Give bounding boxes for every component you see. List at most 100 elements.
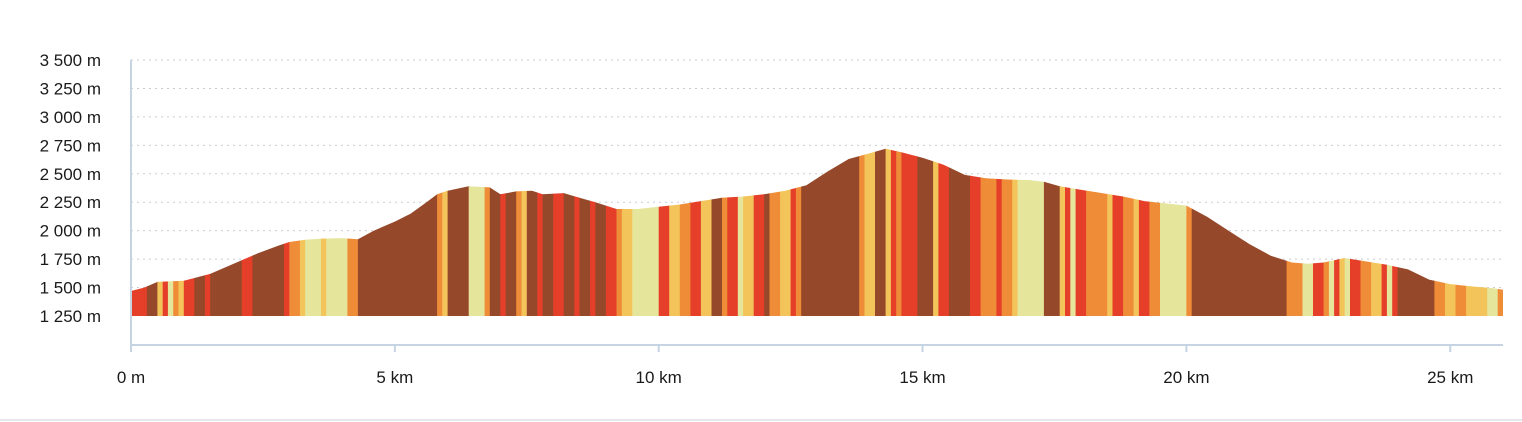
slope-segment-brown <box>595 148 607 316</box>
y-tick-label: 1 250 m <box>40 307 101 326</box>
slope-segment-brown <box>146 148 158 316</box>
slope-segment-yellow <box>299 148 306 316</box>
slope-segment-red <box>183 148 195 316</box>
slope-segment-red <box>658 148 670 316</box>
x-tick-label: 20 km <box>1163 368 1209 387</box>
slope-segment-pale <box>1302 148 1314 316</box>
slope-segment-orange <box>347 148 359 316</box>
slope-segment-brown <box>917 148 934 316</box>
slope-segment-red <box>1313 148 1325 316</box>
slope-segment-yellow <box>780 148 792 316</box>
slope-segment-red <box>574 148 581 316</box>
x-tick-label: 10 km <box>636 368 682 387</box>
slope-segment-brown <box>579 148 591 316</box>
slope-segment-yellow <box>1476 148 1488 316</box>
y-tick-label: 3 000 m <box>40 108 101 127</box>
slope-segment-orange <box>1323 148 1330 316</box>
slope-segment-orange <box>1360 148 1372 316</box>
slope-segment-yellow <box>885 148 892 316</box>
slope-segment-brown <box>357 148 438 316</box>
slope-segment-orange <box>516 148 523 316</box>
slope-segment-red <box>1075 148 1087 316</box>
slope-segment-brown <box>875 148 887 316</box>
slope-segment-orange <box>1096 148 1108 316</box>
slope-segment-red <box>1392 148 1399 316</box>
slope-segment-yellow <box>321 148 327 316</box>
y-tick-label: 2 250 m <box>40 193 101 212</box>
slope-segment-brown <box>801 148 860 316</box>
slope-segment-red <box>1381 148 1388 316</box>
slope-segment-pale <box>632 148 660 316</box>
slope-segment-brown <box>1191 148 1288 316</box>
slope-segment-orange <box>1149 148 1161 316</box>
slope-segment-brown <box>1043 148 1061 316</box>
slope-segment-red <box>753 148 765 316</box>
slope-segment-yellow <box>621 148 633 316</box>
y-tick-label: 1 750 m <box>40 250 101 269</box>
slope-segment-yellow <box>1445 148 1457 316</box>
slope-segment-pale <box>305 148 322 316</box>
slope-segment-orange <box>437 148 443 316</box>
slope-segment-brown <box>447 148 470 316</box>
slope-segment-pale <box>1344 148 1351 316</box>
slope-segment-red <box>970 148 982 316</box>
slope-segment-red <box>241 148 253 316</box>
elevation-area <box>131 148 1503 316</box>
slope-segment-red <box>162 148 169 316</box>
slope-segment-orange <box>289 148 301 316</box>
slope-segment-brown <box>194 148 206 316</box>
slope-segment-orange <box>679 148 691 316</box>
y-tick-label: 1 500 m <box>40 279 101 298</box>
bottom-divider <box>0 419 1522 421</box>
slope-segment-orange <box>896 148 903 316</box>
slope-segment-red <box>727 148 739 316</box>
x-tick-label: 25 km <box>1427 368 1473 387</box>
y-axis-ticks: 1 250 m 1 500 m 1 750 m 2 000 m 2 250 m 2 500… <box>40 51 101 326</box>
slope-segment-brown <box>505 148 517 316</box>
slope-segment-brown <box>1397 148 1435 316</box>
slope-segment-brown <box>948 148 971 316</box>
slope-segment-brown <box>563 148 575 316</box>
slope-segment-orange <box>1286 148 1303 316</box>
slope-segment-pale <box>167 148 174 316</box>
slope-segment-yellow <box>157 148 164 316</box>
y-tick-label: 3 500 m <box>40 51 101 70</box>
slope-segment-orange <box>980 148 997 316</box>
x-axis-ticks: 0 m 5 km 10 km 15 km 20 km 25 km <box>117 345 1473 387</box>
y-tick-label: 2 500 m <box>40 165 101 184</box>
slope-segment-pale <box>1487 148 1499 316</box>
slope-segment-yellow <box>933 148 939 316</box>
slope-segment-orange <box>859 148 866 316</box>
slope-segment-red <box>790 148 797 316</box>
slope-segment-brown <box>210 148 243 316</box>
slope-segment-yellow <box>521 148 528 316</box>
slope-segment-red <box>890 148 897 316</box>
slope-segment-orange <box>1086 148 1098 316</box>
slope-segment-yellow <box>1059 148 1066 316</box>
slope-segment-yellow <box>442 148 449 316</box>
slope-segment-red <box>590 148 596 316</box>
slope-segment-yellow <box>1133 148 1140 316</box>
slope-segment-orange <box>1186 148 1193 316</box>
slope-segment-brown <box>489 148 501 316</box>
slope-segment-red <box>1065 148 1071 316</box>
slope-segment-red <box>537 148 544 316</box>
slope-segment-orange <box>173 148 180 316</box>
slope-segment-red <box>1138 148 1151 316</box>
slope-segment-orange <box>1123 148 1135 316</box>
slope-segment-brown <box>526 148 538 316</box>
slope-segment-red <box>1350 148 1362 316</box>
slope-segment-yellow <box>178 148 185 316</box>
slope-segment-yellow <box>743 148 755 316</box>
slope-segment-pale <box>1017 148 1045 316</box>
slope-segment-red <box>901 148 918 316</box>
x-tick-label: 0 m <box>117 368 145 387</box>
y-tick-label: 2 750 m <box>40 136 101 155</box>
slope-segment-pale <box>1160 148 1187 316</box>
slope-segment-pale <box>1328 148 1335 316</box>
slope-segment-brown <box>252 148 285 316</box>
slope-segment-brown <box>764 148 771 316</box>
slope-segment-red <box>131 148 148 316</box>
y-tick-label: 3 250 m <box>40 79 101 98</box>
